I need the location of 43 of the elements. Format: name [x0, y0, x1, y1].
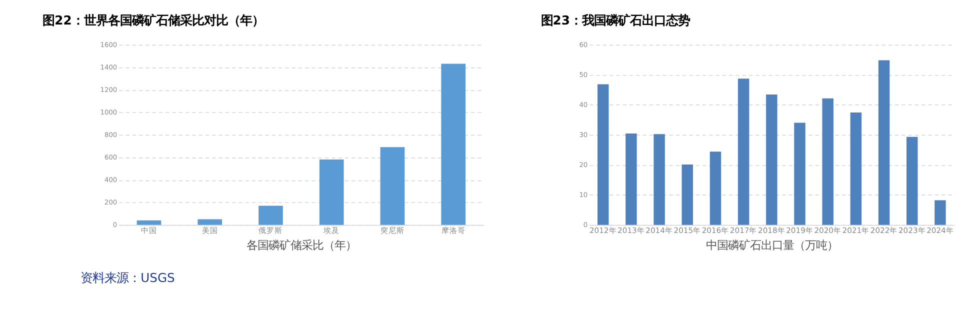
x-axis-title: 各国磷矿储采比（年）	[246, 238, 357, 252]
chart-title: 图23：我国磷矿石出口态势	[540, 14, 690, 28]
x-tick-label: 2022年	[870, 226, 898, 235]
x-tick-label: 2018年	[758, 226, 786, 235]
bar	[794, 122, 806, 225]
x-tick-label: 摩洛哥	[441, 226, 466, 235]
bar	[878, 60, 890, 225]
bar	[136, 220, 162, 225]
x-axis-title: 中国磷矿石出口量（万吨）	[706, 238, 838, 252]
x-tick-label: 2015年	[674, 226, 702, 235]
bar	[934, 200, 946, 225]
x-tick-label: 2014年	[646, 226, 673, 235]
x-tick-label: 2021年	[842, 226, 870, 235]
bar	[198, 219, 222, 225]
x-tick-label: 2016年	[702, 226, 730, 235]
x-tick-label: 突尼斯	[380, 226, 404, 235]
x-tick-label: 2024年	[926, 226, 954, 235]
x-tick-label: 2013年	[618, 226, 645, 235]
x-tick-label: 中国	[141, 226, 158, 235]
x-tick-label: 2012年	[589, 226, 617, 235]
x-tick-label: 2017年	[730, 226, 758, 235]
x-tick-label: 埃及	[322, 226, 340, 235]
bar	[738, 78, 750, 225]
x-tick-label: 2020年	[814, 226, 842, 235]
bar	[654, 134, 665, 225]
bar	[597, 84, 609, 225]
bar	[380, 147, 405, 225]
bar	[441, 64, 466, 225]
x-tick-label: 俄罗斯	[258, 226, 283, 235]
bar	[906, 136, 918, 225]
x-tick-label: 美国	[202, 226, 218, 235]
x-tick-label: 2019年	[786, 226, 814, 235]
bar	[319, 160, 344, 225]
bar	[626, 134, 637, 225]
bar	[766, 94, 778, 225]
bar	[682, 164, 693, 225]
bar	[850, 112, 862, 225]
bar	[822, 98, 834, 225]
chart-title: 图22：世界各国磷矿石储采比对比（年）	[42, 14, 264, 28]
x-tick-label: 2023年	[898, 226, 926, 235]
bar	[710, 152, 722, 225]
bar	[258, 206, 283, 225]
text: 资料来源：USGS	[80, 270, 176, 285]
